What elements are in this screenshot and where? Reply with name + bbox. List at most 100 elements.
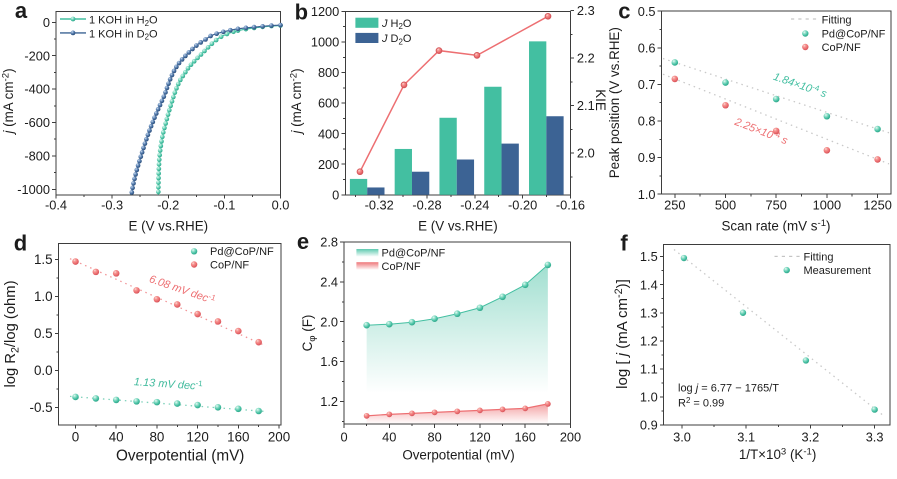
svg-text:J H2O: J H2O <box>381 18 412 31</box>
svg-text:250: 250 <box>664 198 685 213</box>
svg-text:0.6: 0.6 <box>638 40 656 55</box>
svg-text:-0.4: -0.4 <box>45 198 67 213</box>
svg-text:E (V vs.RHE): E (V vs.RHE) <box>418 218 498 233</box>
svg-text:CoP/NF: CoP/NF <box>822 42 861 54</box>
svg-text:2.0: 2.0 <box>577 146 595 161</box>
svg-text:1.0: 1.0 <box>640 390 658 405</box>
svg-text:-0.16: -0.16 <box>556 198 585 213</box>
svg-text:Peak position (V vs.RHE): Peak position (V vs.RHE) <box>607 27 622 178</box>
svg-text:200: 200 <box>268 430 290 445</box>
svg-text:-0.28: -0.28 <box>412 198 441 213</box>
svg-text:Fitting: Fitting <box>804 251 834 263</box>
svg-text:1 KOH in H2O: 1 KOH in H2O <box>89 14 158 27</box>
svg-text:0.7: 0.7 <box>638 77 656 92</box>
svg-text:2.8: 2.8 <box>320 235 338 250</box>
svg-text:log [ j (mA cm-2)]: log [ j (mA cm-2)] <box>613 279 631 389</box>
svg-text:1.6: 1.6 <box>320 354 338 369</box>
svg-text:e: e <box>297 229 309 254</box>
svg-text:-600: -600 <box>24 115 50 130</box>
svg-text:d: d <box>14 231 27 256</box>
svg-text:Scan rate (mV s-1): Scan rate (mV s-1) <box>722 218 831 233</box>
svg-text:2.2: 2.2 <box>577 51 595 66</box>
svg-text:j (mA cm-2): j (mA cm-2) <box>1 68 16 135</box>
svg-text:1/T×103 (K-1): 1/T×103 (K-1) <box>739 447 817 462</box>
svg-text:c: c <box>618 0 630 24</box>
svg-text:Pd@CoP/NF: Pd@CoP/NF <box>822 28 886 40</box>
svg-text:0: 0 <box>72 430 79 445</box>
svg-text:log j = 6.77 − 1765/T: log j = 6.77 − 1765/T <box>678 382 779 394</box>
svg-text:3.1: 3.1 <box>737 429 755 444</box>
svg-text:E (V vs.RHE): E (V vs.RHE) <box>128 218 208 233</box>
svg-text:Overpotential (mV): Overpotential (mV) <box>402 448 514 463</box>
svg-text:Pd@CoP/NF: Pd@CoP/NF <box>382 248 446 260</box>
svg-text:1000: 1000 <box>311 35 339 50</box>
svg-text:200: 200 <box>318 157 339 172</box>
svg-text:3.3: 3.3 <box>866 429 884 444</box>
svg-text:40: 40 <box>109 430 124 445</box>
svg-text:0.5: 0.5 <box>638 4 656 19</box>
svg-text:CoP/NF: CoP/NF <box>382 261 421 273</box>
svg-text:-0.2: -0.2 <box>157 198 179 213</box>
svg-text:2.3: 2.3 <box>577 3 595 18</box>
svg-text:CoP/NF: CoP/NF <box>210 259 249 271</box>
svg-text:0: 0 <box>340 429 347 444</box>
svg-text:1.5: 1.5 <box>34 252 53 267</box>
svg-text:1200: 1200 <box>311 4 339 19</box>
svg-text:-0.24: -0.24 <box>460 198 489 213</box>
svg-text:Cφ (F): Cφ (F) <box>300 315 318 352</box>
svg-text:1.13 mV dec-1: 1.13 mV dec-1 <box>133 375 203 393</box>
svg-text:600: 600 <box>318 96 339 111</box>
svg-text:2.1: 2.1 <box>577 98 595 113</box>
svg-text:160: 160 <box>227 430 249 445</box>
svg-text:-0.5: -0.5 <box>30 400 53 415</box>
svg-text:0.5: 0.5 <box>34 326 53 341</box>
svg-text:1.2: 1.2 <box>640 333 658 348</box>
svg-text:2.4: 2.4 <box>320 274 338 289</box>
svg-text:200: 200 <box>560 429 581 444</box>
svg-text:b: b <box>295 0 308 25</box>
svg-text:80: 80 <box>427 429 441 444</box>
svg-text:2.0: 2.0 <box>320 314 338 329</box>
svg-text:f: f <box>620 230 628 255</box>
svg-text:-1000: -1000 <box>17 182 50 197</box>
svg-text:log R2/log (ohm): log R2/log (ohm) <box>3 280 21 387</box>
svg-text:1 KOH in D2O: 1 KOH in D2O <box>89 28 158 41</box>
svg-text:-400: -400 <box>24 82 50 97</box>
svg-text:-0.20: -0.20 <box>508 198 537 213</box>
svg-text:1.1: 1.1 <box>640 361 658 376</box>
svg-text:1.0: 1.0 <box>34 289 53 304</box>
svg-text:a: a <box>15 0 28 23</box>
svg-text:800: 800 <box>318 65 339 80</box>
svg-text:R2 = 0.99: R2 = 0.99 <box>678 396 724 410</box>
svg-text:3.2: 3.2 <box>802 429 820 444</box>
svg-text:KIE: KIE <box>593 89 608 111</box>
svg-text:0.9: 0.9 <box>638 150 656 165</box>
svg-text:120: 120 <box>469 429 490 444</box>
svg-text:0.8: 0.8 <box>638 114 656 129</box>
svg-text:-800: -800 <box>24 149 50 164</box>
svg-text:1250: 1250 <box>863 198 891 213</box>
svg-text:1.3: 1.3 <box>640 305 658 320</box>
svg-text:J D2O: J D2O <box>381 33 412 46</box>
svg-text:1000: 1000 <box>813 198 841 213</box>
svg-text:-0.3: -0.3 <box>101 198 123 213</box>
svg-text:-0.32: -0.32 <box>365 198 394 213</box>
svg-text:j (mA cm-2): j (mA cm-2) <box>289 68 304 135</box>
svg-text:Fitting: Fitting <box>822 15 852 27</box>
svg-text:0.0: 0.0 <box>272 198 290 213</box>
svg-text:Measurement: Measurement <box>804 265 871 277</box>
svg-text:0.0: 0.0 <box>34 363 53 378</box>
svg-text:-0.1: -0.1 <box>213 198 235 213</box>
svg-text:1.4: 1.4 <box>640 277 658 292</box>
svg-text:1.5: 1.5 <box>640 249 658 264</box>
svg-text:160: 160 <box>515 429 536 444</box>
svg-text:120: 120 <box>186 430 208 445</box>
svg-text:80: 80 <box>149 430 164 445</box>
svg-text:1.0: 1.0 <box>638 187 656 202</box>
svg-text:3.0: 3.0 <box>673 429 691 444</box>
svg-text:1.2: 1.2 <box>320 394 338 409</box>
svg-text:0: 0 <box>332 187 339 202</box>
svg-text:Overpotential (mV): Overpotential (mV) <box>116 447 244 464</box>
svg-text:0.9: 0.9 <box>640 418 658 433</box>
svg-text:-200: -200 <box>24 48 50 63</box>
